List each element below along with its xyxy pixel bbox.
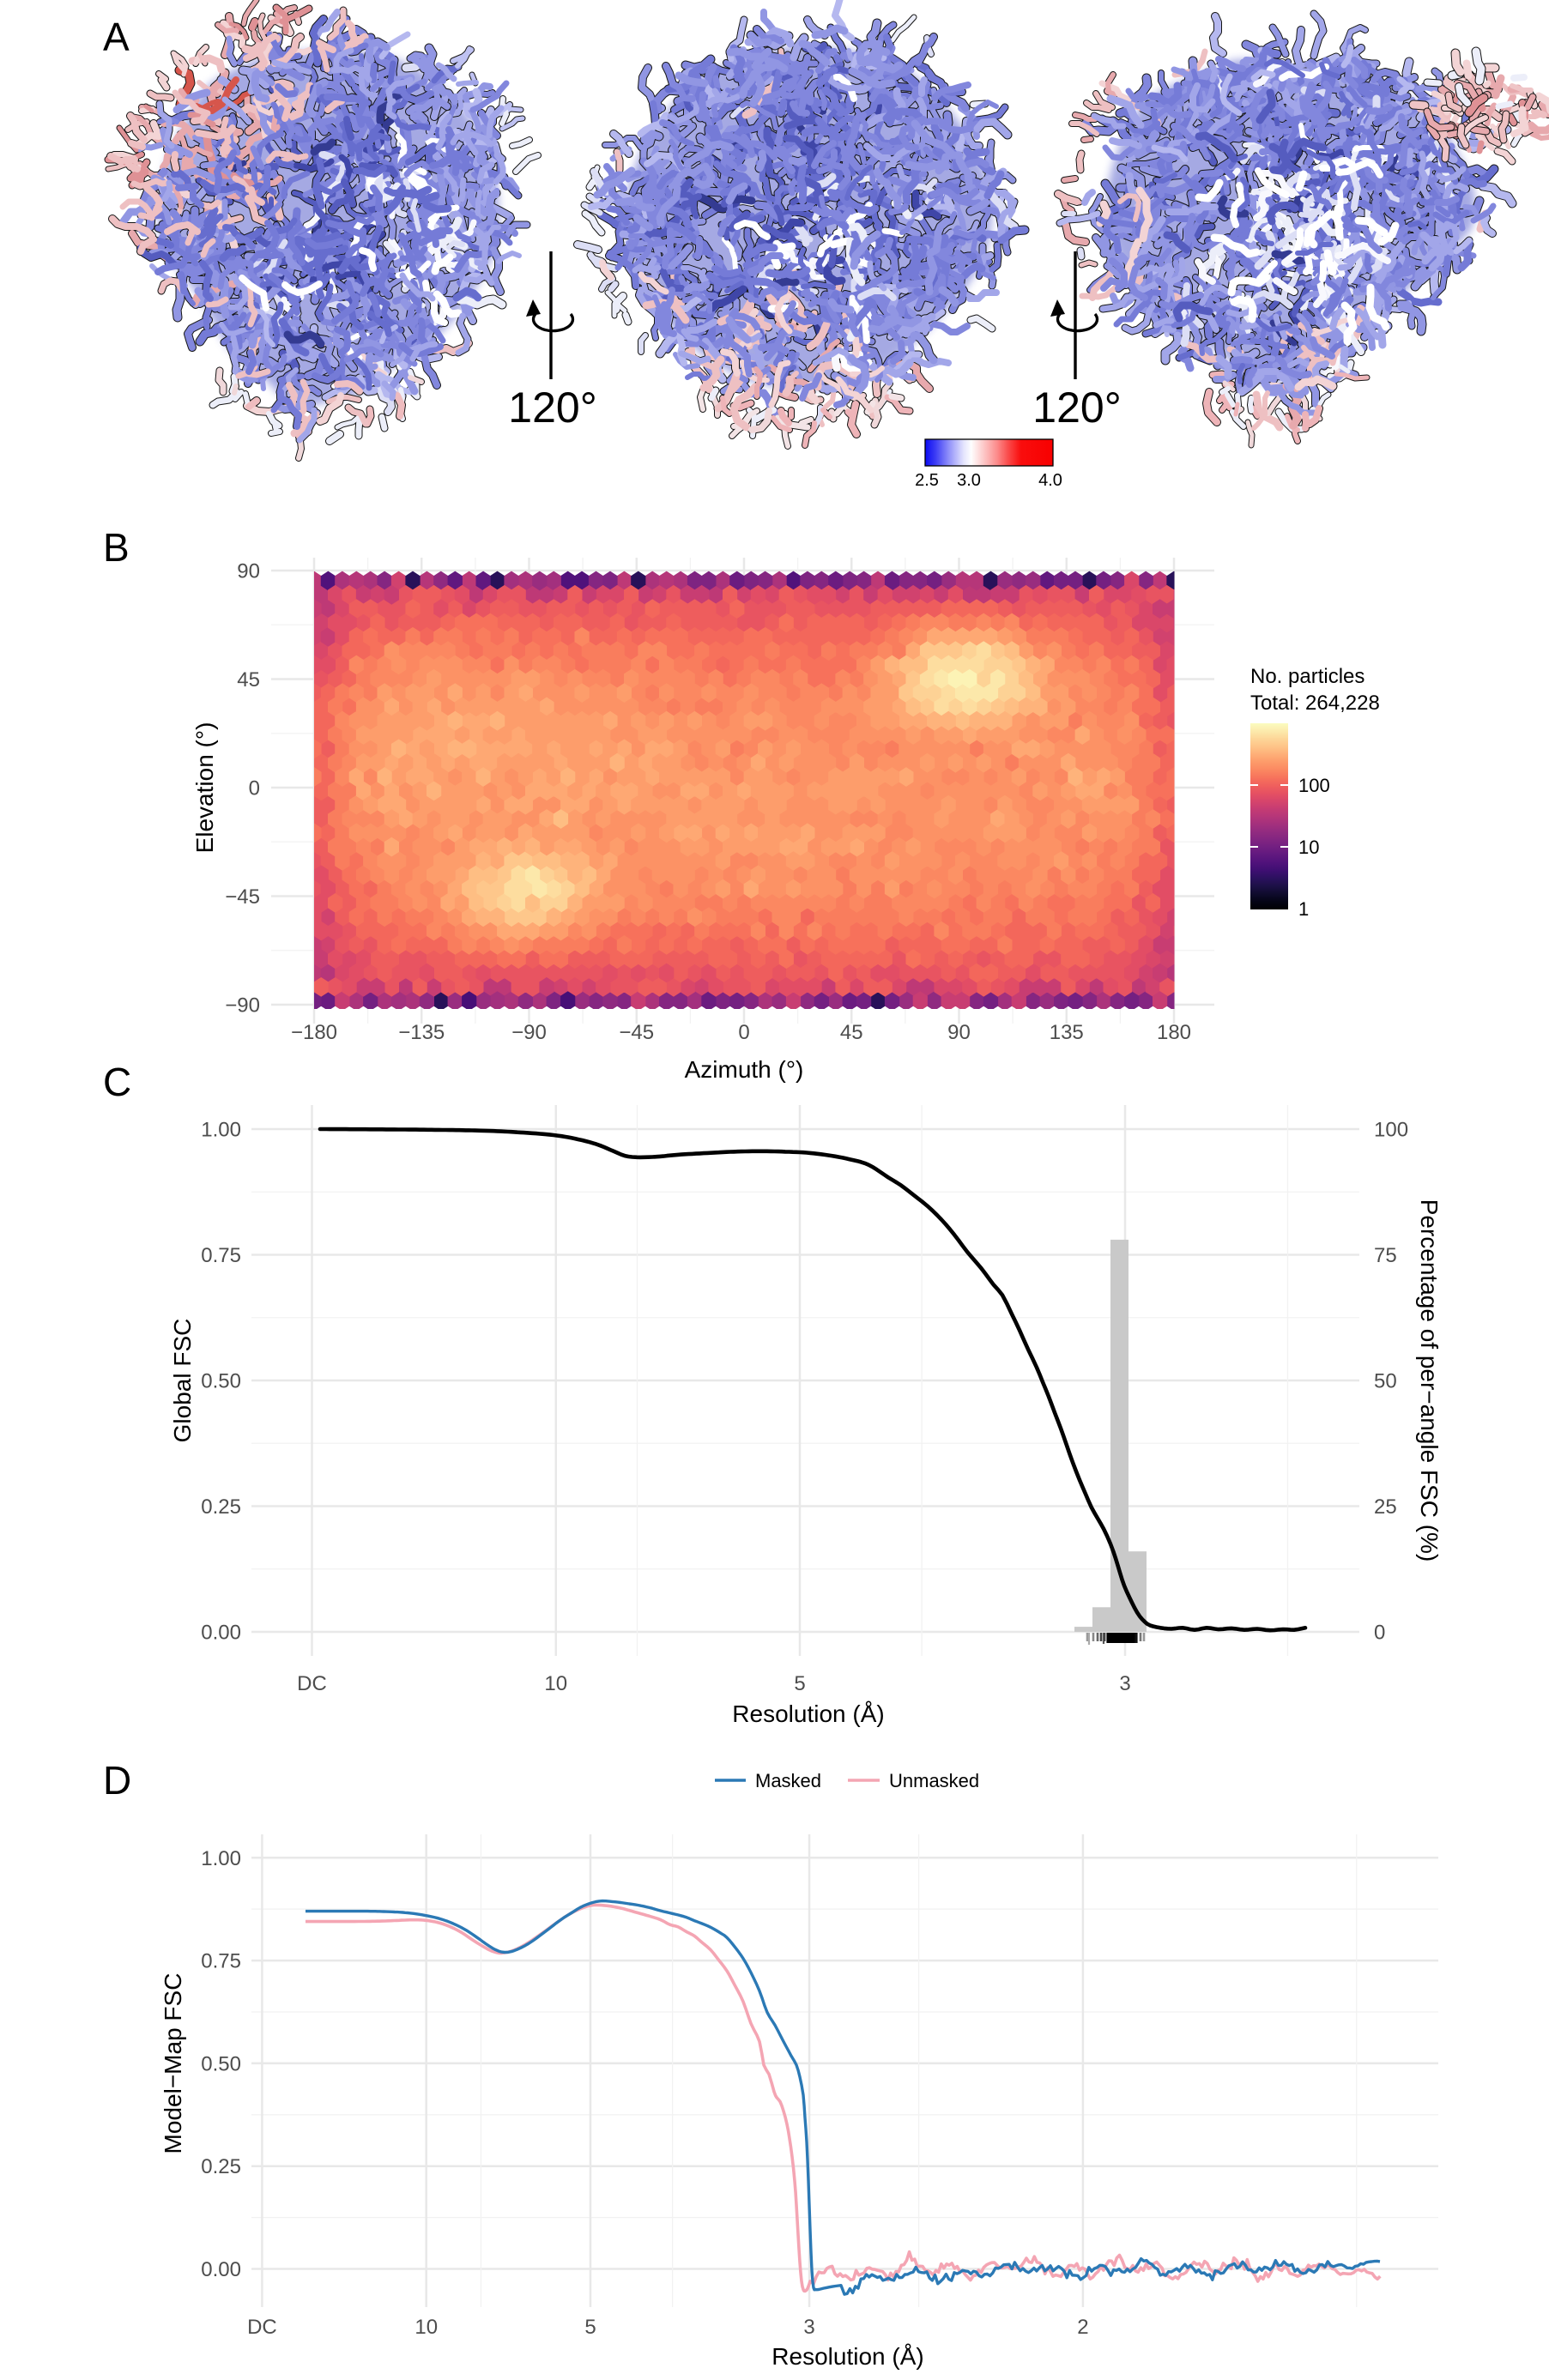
svg-text:4.0: 4.0 (1038, 471, 1062, 490)
svg-text:0.50: 0.50 (201, 2052, 241, 2075)
svg-text:−90: −90 (511, 1021, 547, 1044)
svg-text:Masked: Masked (755, 1770, 821, 1791)
svg-text:3: 3 (1119, 1672, 1130, 1695)
svg-text:1.00: 1.00 (201, 1847, 241, 1870)
svg-text:25: 25 (1374, 1495, 1397, 1519)
svg-text:0: 0 (738, 1021, 749, 1044)
svg-text:No. particles: No. particles (1250, 665, 1364, 688)
svg-text:−90: −90 (225, 994, 260, 1018)
svg-text:10: 10 (544, 1672, 567, 1695)
svg-text:0: 0 (1374, 1622, 1385, 1645)
svg-text:0: 0 (249, 777, 260, 800)
svg-text:Unmasked: Unmasked (889, 1770, 979, 1791)
svg-text:−45: −45 (619, 1021, 654, 1044)
svg-text:10: 10 (1298, 837, 1319, 858)
svg-text:0.00: 0.00 (201, 2258, 241, 2281)
svg-text:90: 90 (947, 1021, 971, 1044)
svg-text:0.00: 0.00 (201, 1622, 241, 1645)
svg-text:Azimuth (°): Azimuth (°) (685, 1056, 804, 1083)
svg-text:10: 10 (414, 2316, 438, 2339)
svg-text:5: 5 (584, 2316, 596, 2339)
svg-text:50: 50 (1374, 1370, 1397, 1393)
svg-text:A: A (103, 15, 130, 59)
svg-text:100: 100 (1374, 1119, 1408, 1142)
svg-text:180: 180 (1157, 1021, 1191, 1044)
svg-text:DC: DC (247, 2316, 277, 2339)
svg-text:3.0: 3.0 (957, 471, 981, 490)
svg-text:3: 3 (803, 2316, 814, 2339)
svg-text:−45: −45 (225, 885, 260, 909)
svg-text:0.50: 0.50 (201, 1370, 241, 1393)
svg-text:135: 135 (1050, 1021, 1084, 1044)
svg-text:Resolution (Å): Resolution (Å) (732, 1700, 884, 1727)
svg-text:1.00: 1.00 (201, 1119, 241, 1142)
svg-text:120°: 120° (508, 384, 596, 432)
svg-text:B: B (103, 525, 130, 570)
svg-text:0.25: 0.25 (201, 1495, 241, 1519)
svg-text:1: 1 (1298, 898, 1309, 920)
svg-text:Resolution (Å): Resolution (Å) (771, 2343, 923, 2370)
svg-text:0.75: 0.75 (201, 1950, 241, 1973)
svg-text:90: 90 (237, 560, 260, 583)
svg-text:−180: −180 (291, 1021, 337, 1044)
svg-text:5: 5 (794, 1672, 805, 1695)
svg-text:45: 45 (237, 668, 260, 692)
svg-text:Total: 264,228: Total: 264,228 (1250, 692, 1380, 715)
svg-text:Global FSC: Global FSC (169, 1319, 196, 1443)
svg-text:75: 75 (1374, 1244, 1397, 1267)
svg-text:0.25: 0.25 (201, 2155, 241, 2178)
svg-text:2.5: 2.5 (915, 471, 939, 490)
svg-text:0.75: 0.75 (201, 1244, 241, 1267)
svg-text:C: C (103, 1060, 131, 1104)
svg-text:2: 2 (1077, 2316, 1088, 2339)
svg-text:Percentage of per−angle FSC (%: Percentage of per−angle FSC (%) (1416, 1199, 1443, 1562)
svg-text:100: 100 (1298, 775, 1330, 796)
svg-text:Elevation (°): Elevation (°) (191, 722, 218, 854)
svg-text:120°: 120° (1032, 384, 1121, 432)
svg-text:−135: −135 (398, 1021, 445, 1044)
svg-text:45: 45 (840, 1021, 863, 1044)
svg-text:Model−Map FSC: Model−Map FSC (160, 1973, 186, 2154)
svg-text:D: D (103, 1758, 131, 1803)
svg-text:DC: DC (297, 1672, 327, 1695)
